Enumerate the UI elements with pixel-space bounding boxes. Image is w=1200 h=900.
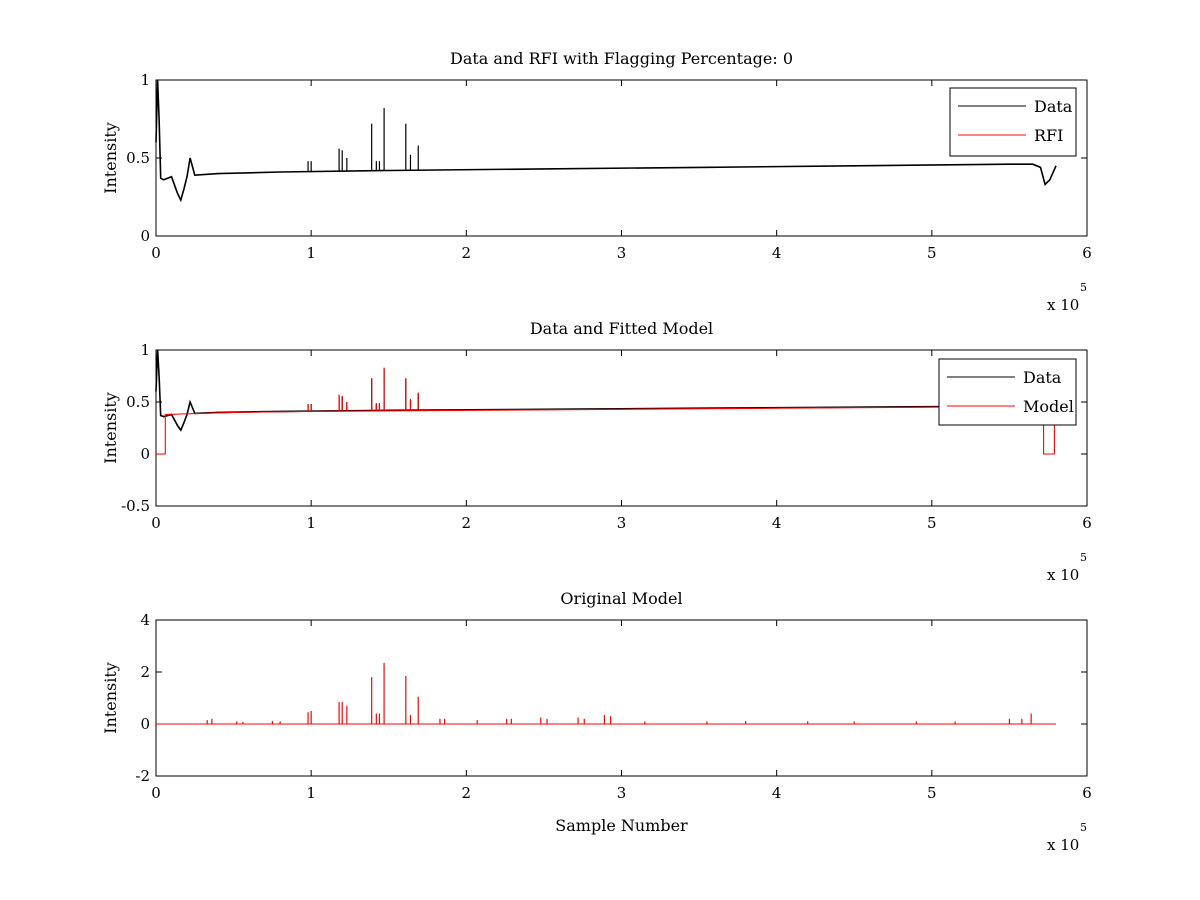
axes-box bbox=[155, 619, 1088, 777]
y-tick-label: 1 bbox=[140, 71, 150, 89]
y-tick-label: 2 bbox=[140, 663, 150, 681]
x-tick-label: 2 bbox=[462, 784, 472, 802]
x-multiplier-exponent: 5 bbox=[1080, 821, 1087, 834]
x-tick-label: 6 bbox=[1082, 784, 1092, 802]
x-tick-label: 4 bbox=[772, 784, 782, 802]
y-tick-label: 0 bbox=[140, 715, 150, 733]
chart-title: Data and Fitted Model bbox=[530, 319, 713, 338]
x-tick-label: 1 bbox=[306, 244, 316, 262]
x-tick-label: 5 bbox=[927, 784, 937, 802]
axes-box bbox=[155, 79, 1088, 237]
y-axis-label: Intensity bbox=[101, 122, 120, 194]
y-tick-label: 0 bbox=[140, 227, 150, 245]
x-multiplier: x 10 bbox=[1047, 836, 1079, 854]
y-tick-label: 0.5 bbox=[126, 393, 150, 411]
x-multiplier: x 10 bbox=[1047, 296, 1079, 314]
y-tick-label: 0.5 bbox=[126, 149, 150, 167]
y-tick-label: 1 bbox=[140, 341, 150, 359]
x-tick-label: 0 bbox=[151, 784, 161, 802]
legend-label: RFI bbox=[1034, 126, 1063, 145]
x-tick-label: 4 bbox=[772, 244, 782, 262]
y-tick-label: -2 bbox=[135, 767, 150, 785]
x-tick-label: 2 bbox=[462, 244, 472, 262]
axes-box bbox=[155, 349, 1088, 507]
y-axis-label: Intensity bbox=[101, 392, 120, 464]
x-multiplier-exponent: 5 bbox=[1080, 281, 1087, 294]
x-tick-label: 1 bbox=[306, 784, 316, 802]
x-multiplier: x 10 bbox=[1047, 566, 1079, 584]
x-tick-label: 4 bbox=[772, 514, 782, 532]
x-tick-label: 5 bbox=[927, 244, 937, 262]
legend-label: Data bbox=[1034, 97, 1073, 116]
series-line-model bbox=[156, 405, 1055, 455]
y-tick-label: -0.5 bbox=[121, 497, 150, 515]
x-tick-label: 6 bbox=[1082, 514, 1092, 532]
x-tick-label: 3 bbox=[617, 244, 627, 262]
legend: Data RFI bbox=[949, 87, 1077, 157]
legend-box bbox=[949, 87, 1077, 157]
x-axis-label: Sample Number bbox=[555, 816, 688, 835]
x-multiplier-exponent: 5 bbox=[1080, 551, 1087, 564]
x-tick-label: 2 bbox=[462, 514, 472, 532]
x-tick-label: 5 bbox=[927, 514, 937, 532]
x-tick-label: 0 bbox=[151, 514, 161, 532]
series-line-data bbox=[155, 79, 1057, 203]
x-tick-label: 6 bbox=[1082, 244, 1092, 262]
x-tick-label: 3 bbox=[617, 514, 627, 532]
y-tick-label: 4 bbox=[140, 611, 150, 629]
y-tick-label: 0 bbox=[140, 445, 150, 463]
legend-label: Data bbox=[1023, 368, 1062, 387]
y-axis-label: Intensity bbox=[101, 662, 120, 734]
x-tick-label: 0 bbox=[151, 244, 161, 262]
x-tick-label: 3 bbox=[617, 784, 627, 802]
legend-box bbox=[938, 358, 1077, 426]
legend-label: Model bbox=[1023, 397, 1074, 416]
chart-title: Data and RFI with Flagging Percentage: 0 bbox=[450, 49, 793, 68]
x-tick-label: 1 bbox=[306, 514, 316, 532]
chart-title: Original Model bbox=[560, 589, 682, 608]
legend: Data Model bbox=[938, 358, 1077, 426]
